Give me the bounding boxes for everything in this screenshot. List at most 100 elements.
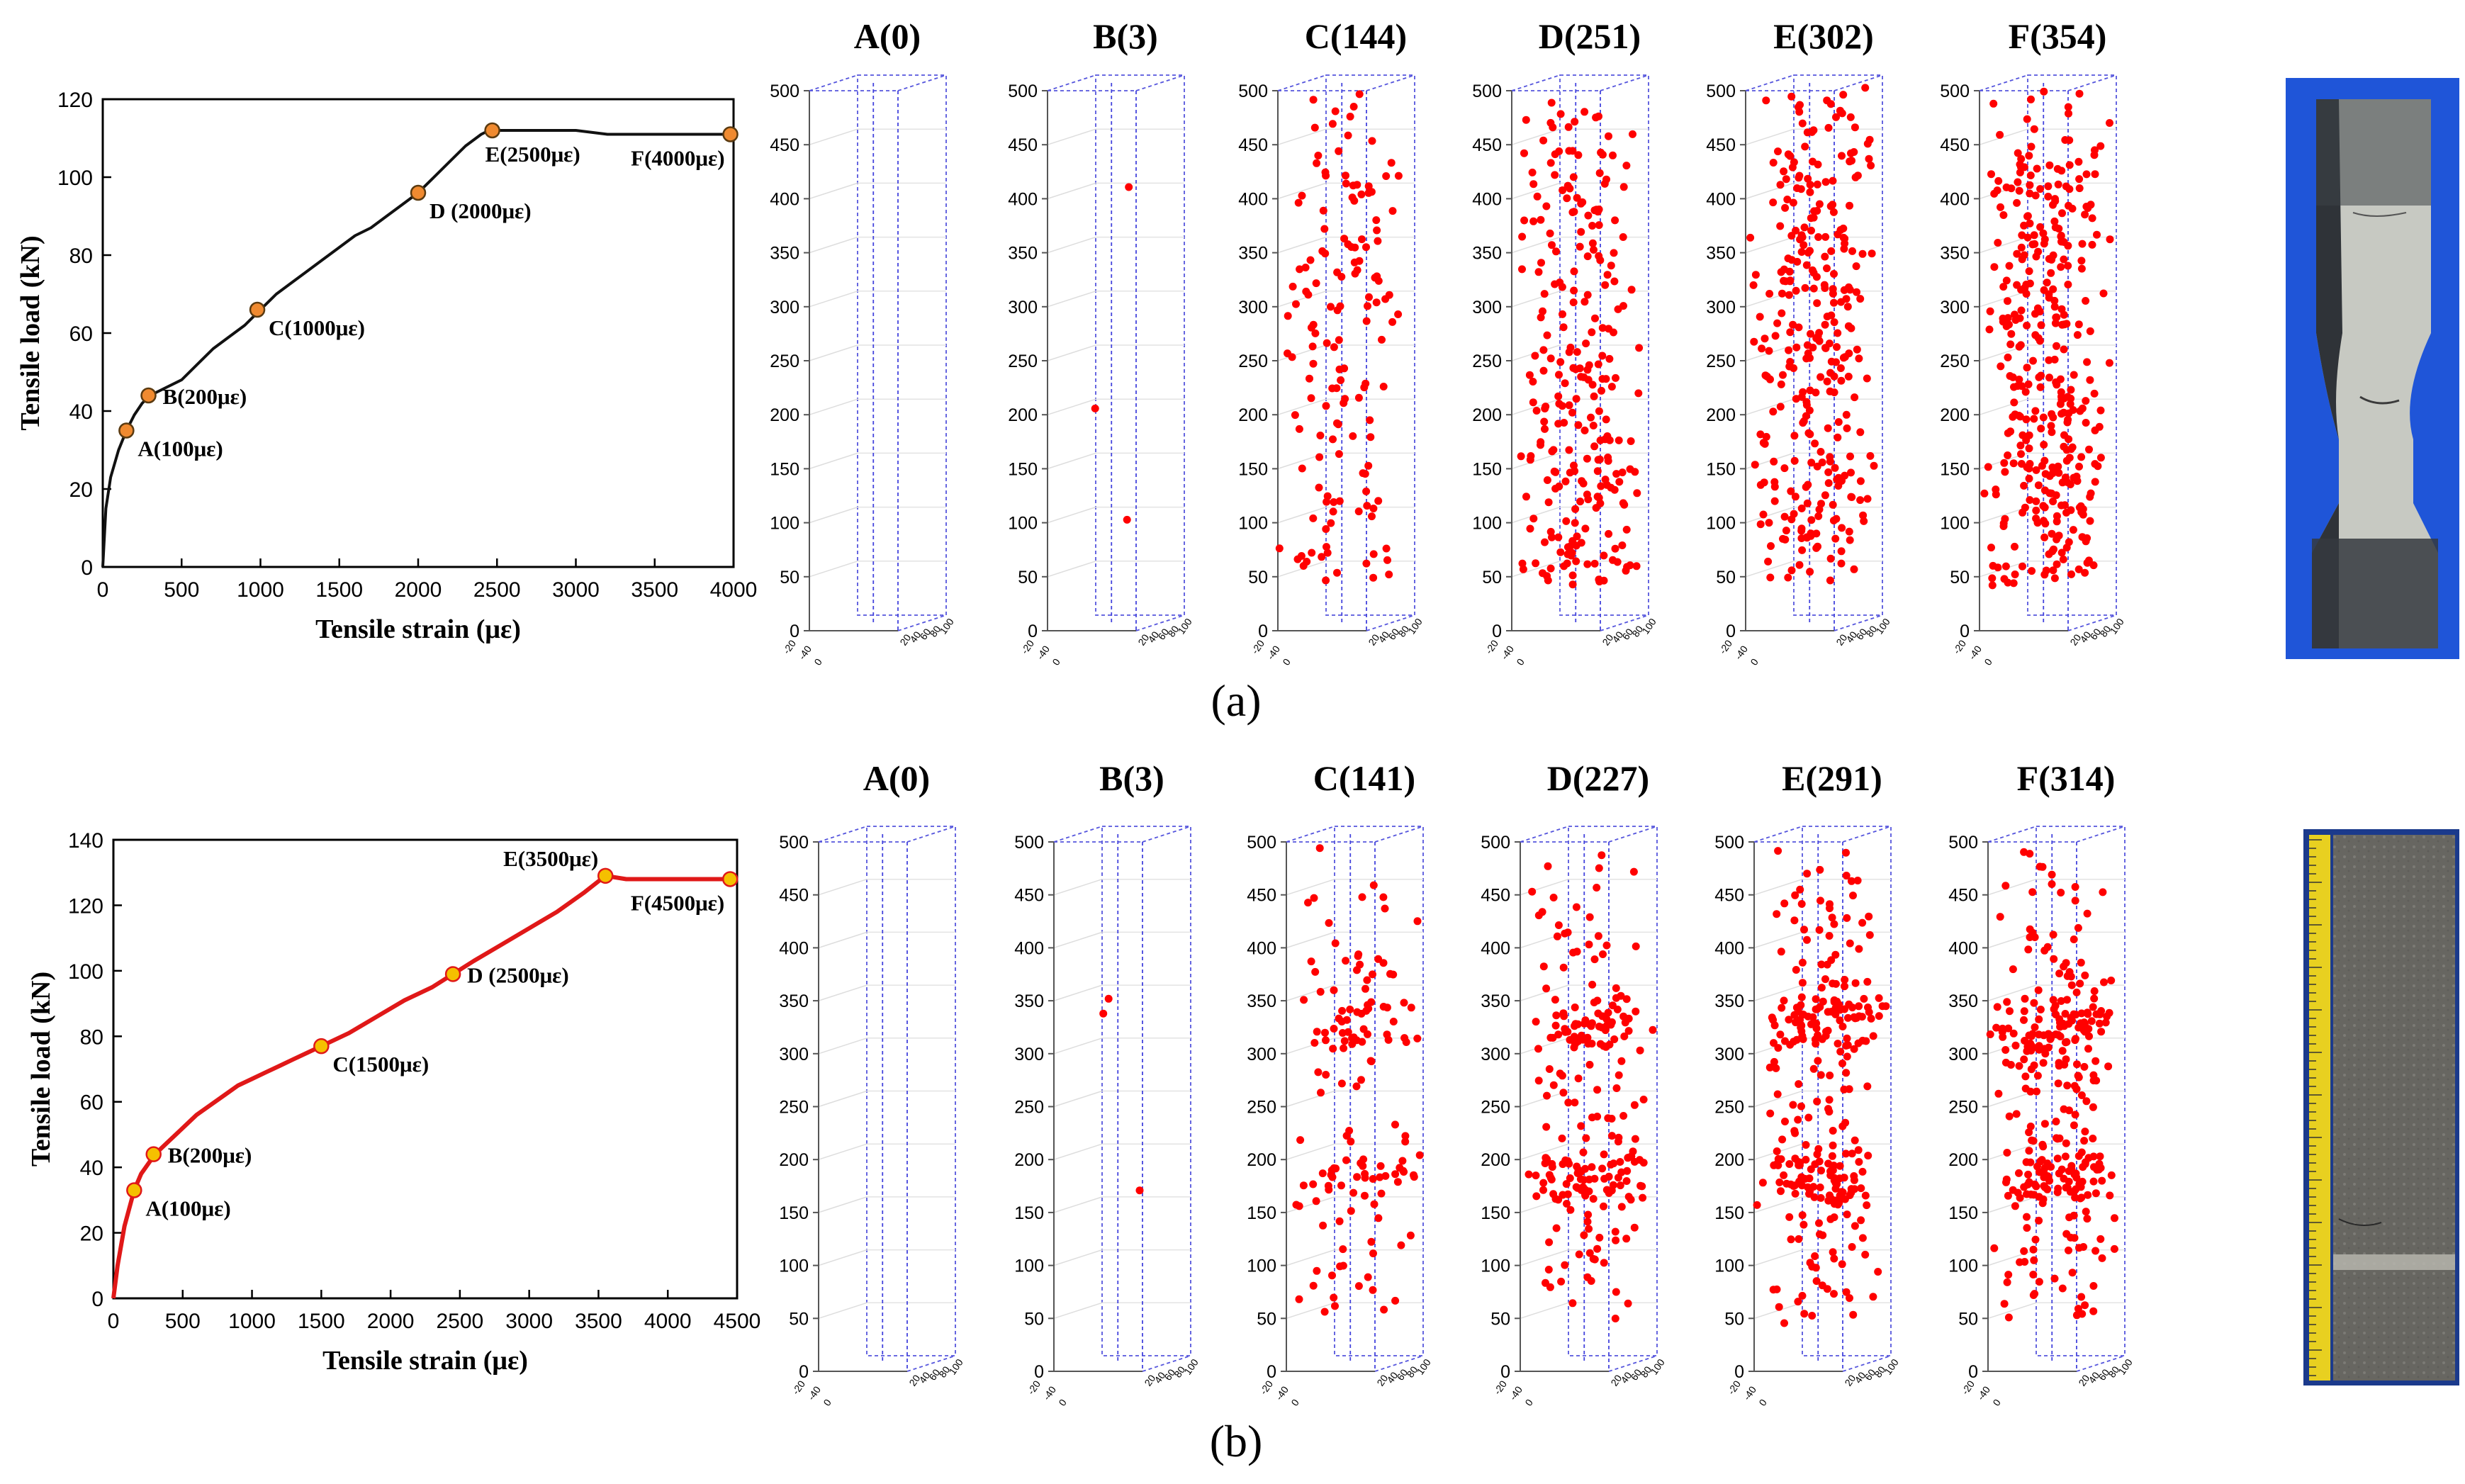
ae-event-point	[1831, 950, 1840, 959]
grid-line	[818, 1249, 867, 1266]
ae-event-point	[1855, 354, 1863, 363]
ae-event-point	[2067, 570, 2075, 578]
ae-event-point	[2061, 1010, 2070, 1018]
ae-event-point	[1339, 1261, 1347, 1270]
ae-event-point	[2022, 1158, 2031, 1167]
x-tick-label: 0	[108, 1310, 120, 1333]
z-tick-label: 250	[1706, 352, 1736, 371]
ae-event-point	[1834, 1040, 1842, 1048]
ae-event-point	[2060, 501, 2069, 510]
z-tick-label: 150	[1014, 1203, 1044, 1223]
ae-event-point	[1802, 261, 1811, 269]
ae-event-point	[2020, 251, 2028, 259]
ae-scatter-row-b: A(0)050100150200250300350400450500-20-40…	[779, 758, 2135, 1408]
ae-event-point	[1874, 1268, 1882, 1276]
ae-event-point	[1798, 958, 1807, 967]
ae-event-point	[1539, 569, 1546, 578]
ae-event-point	[1607, 383, 1616, 391]
grid-line	[1987, 1249, 2037, 1266]
stage-marker	[444, 966, 461, 982]
ae-event-point	[1595, 221, 1603, 230]
ae-event-point	[1598, 324, 1607, 332]
ae-scatter-row-a: A(0)050100150200250300350400450500-20-40…	[770, 16, 2126, 668]
ae-event-point	[2057, 549, 2066, 557]
ae-event-point	[1582, 1134, 1590, 1142]
ae-event-point	[1875, 1012, 1883, 1021]
ae-event-point	[1565, 401, 1573, 410]
ae-event-point	[2037, 371, 2045, 380]
grid-line	[1987, 984, 2037, 1001]
ae-event-point	[1587, 1277, 1595, 1285]
ae-event-point	[1580, 1231, 1588, 1240]
ae-event-point	[1574, 421, 1583, 429]
grid-line	[1753, 1090, 1803, 1108]
ae-panel-F(354): F(354)050100150200250300350400450500-20-…	[1940, 16, 2126, 668]
ae-event-point	[1825, 932, 1834, 940]
z-tick-label: 400	[1940, 189, 1970, 209]
ae-event-point	[1359, 469, 1367, 478]
ae-event-point	[2070, 371, 2078, 379]
ae-event-point	[1541, 405, 1549, 412]
ae-event-point	[2051, 1001, 2060, 1010]
ae-event-point	[2077, 257, 2086, 265]
ae-event-point	[1306, 256, 1315, 264]
ae-event-point	[1990, 263, 1999, 271]
ae-event-point	[2077, 453, 2086, 461]
stage-label: A(100με)	[145, 1196, 230, 1220]
ae-event-point	[2039, 502, 2048, 510]
ae-event-point	[1551, 996, 1559, 1004]
y-tick-label: 120	[68, 894, 103, 918]
ae-event-point	[1545, 1238, 1554, 1247]
ae-event-point	[1568, 1299, 1577, 1308]
ae-event-point	[2055, 969, 2064, 978]
z-tick-label: 400	[1238, 189, 1268, 209]
z-tick-label: 450	[1014, 886, 1044, 906]
ae-event-point	[1836, 106, 1844, 115]
ae-event-point	[1865, 154, 1873, 163]
ae-event-point	[2056, 1023, 2065, 1031]
ae-event-point	[1296, 1136, 1305, 1145]
ae-event-point	[1547, 99, 1556, 107]
depth-tick-label: 0	[1522, 1397, 1535, 1408]
ae-event-point	[1610, 277, 1619, 286]
ae-event-point	[1518, 265, 1526, 274]
ae-event-point	[1864, 1152, 1872, 1160]
ae-event-point	[1594, 932, 1602, 940]
box-edge	[1520, 826, 1569, 843]
ae-event-point	[1589, 1195, 1598, 1203]
ae-event-point	[1335, 497, 1344, 505]
z-tick-label: 500	[1014, 833, 1044, 853]
ae-event-point	[1532, 1192, 1541, 1201]
ae-event-point	[1824, 468, 1833, 476]
panel-title: C(144)	[1305, 16, 1407, 56]
ae-event-point	[2016, 442, 2025, 450]
depth-tick-label: -40	[1498, 643, 1516, 662]
ae-event-point	[2038, 862, 2047, 871]
ae-event-point	[2020, 1247, 2028, 1255]
ae-event-point	[1540, 417, 1549, 426]
ae-event-point	[2030, 1256, 2038, 1264]
ae-event-point	[1594, 360, 1602, 369]
x-tick-label: 3000	[505, 1310, 553, 1333]
ae-event-point	[1588, 1113, 1596, 1122]
ae-event-point	[2050, 355, 2059, 364]
ae-event-point	[2080, 1137, 2089, 1145]
ae-event-point	[1867, 1014, 1875, 1023]
ae-event-point	[1091, 404, 1099, 412]
ae-event-point	[1792, 343, 1801, 352]
ae-event-point	[2056, 375, 2065, 383]
ae-event-point	[1596, 256, 1605, 264]
ae-event-point	[1369, 1175, 1377, 1183]
ae-event-point	[1342, 179, 1350, 188]
ae-event-point	[1639, 1159, 1648, 1167]
z-tick-label: 500	[1472, 81, 1502, 101]
ae-event-point	[2070, 1211, 2078, 1220]
ae-event-point	[1836, 1162, 1844, 1170]
z-tick-label: 450	[1948, 886, 1978, 906]
ae-event-point	[1817, 373, 1825, 381]
ae-event-point	[2099, 888, 2107, 896]
ae-event-point	[1824, 479, 1833, 488]
ae-event-point	[1349, 432, 1357, 440]
z-tick-label: 0	[1034, 1362, 1044, 1382]
ae-event-point	[1851, 393, 1859, 402]
